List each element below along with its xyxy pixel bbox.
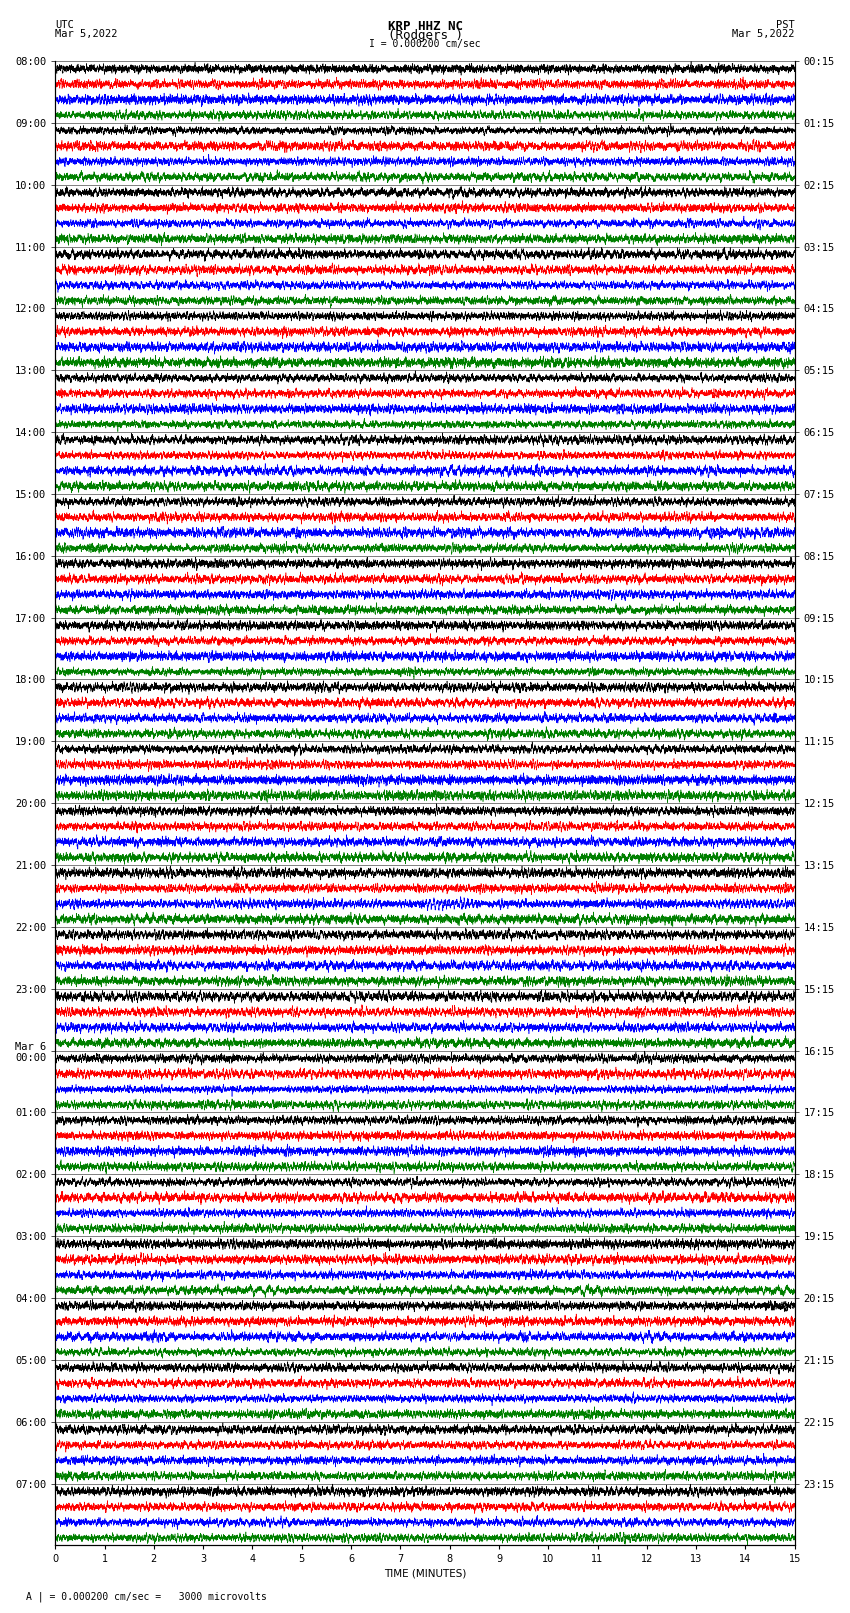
Text: (Rodgers ): (Rodgers ) [388,29,462,42]
Text: I = 0.000200 cm/sec: I = 0.000200 cm/sec [369,39,481,48]
Text: Mar 5,2022: Mar 5,2022 [732,29,795,39]
Text: UTC: UTC [55,19,74,31]
Text: A | = 0.000200 cm/sec =   3000 microvolts: A | = 0.000200 cm/sec = 3000 microvolts [26,1590,266,1602]
X-axis label: TIME (MINUTES): TIME (MINUTES) [384,1569,466,1579]
Text: KRP HHZ NC: KRP HHZ NC [388,19,462,34]
Text: PST: PST [776,19,795,31]
Text: Mar 5,2022: Mar 5,2022 [55,29,118,39]
